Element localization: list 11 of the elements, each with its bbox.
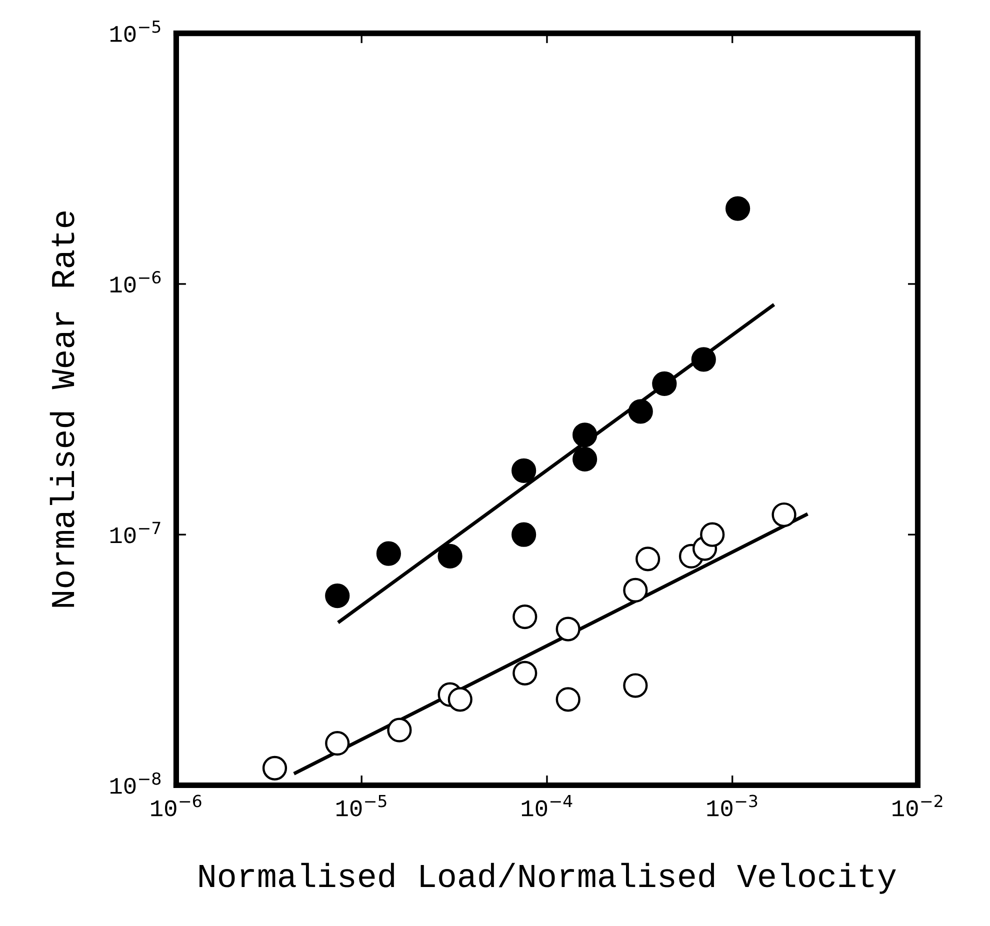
- x-tick-label: 10$^{−6}$: [151, 794, 202, 816]
- x-tick-label: 10$^{−5}$: [336, 795, 386, 816]
- x-tick-label: 10$^{−4}$: [522, 795, 572, 816]
- y-tick-label: 10$^{−7}$: [110, 522, 160, 544]
- y-tick-label: 10$^{−5}$: [110, 20, 160, 42]
- y-axis-title: Normalised Wear Rate: [50, 211, 74, 607]
- x-tick-label: 10$^{−2}$: [892, 794, 942, 816]
- x-axis-title: Normalised Load/Normalised Velocity: [200, 862, 896, 894]
- x-tick-label: 10$^{−3}$: [707, 794, 758, 816]
- y-tick-label: 10$^{−8}$: [110, 772, 161, 794]
- y-tick-label: 10$^{−6}$: [110, 271, 161, 293]
